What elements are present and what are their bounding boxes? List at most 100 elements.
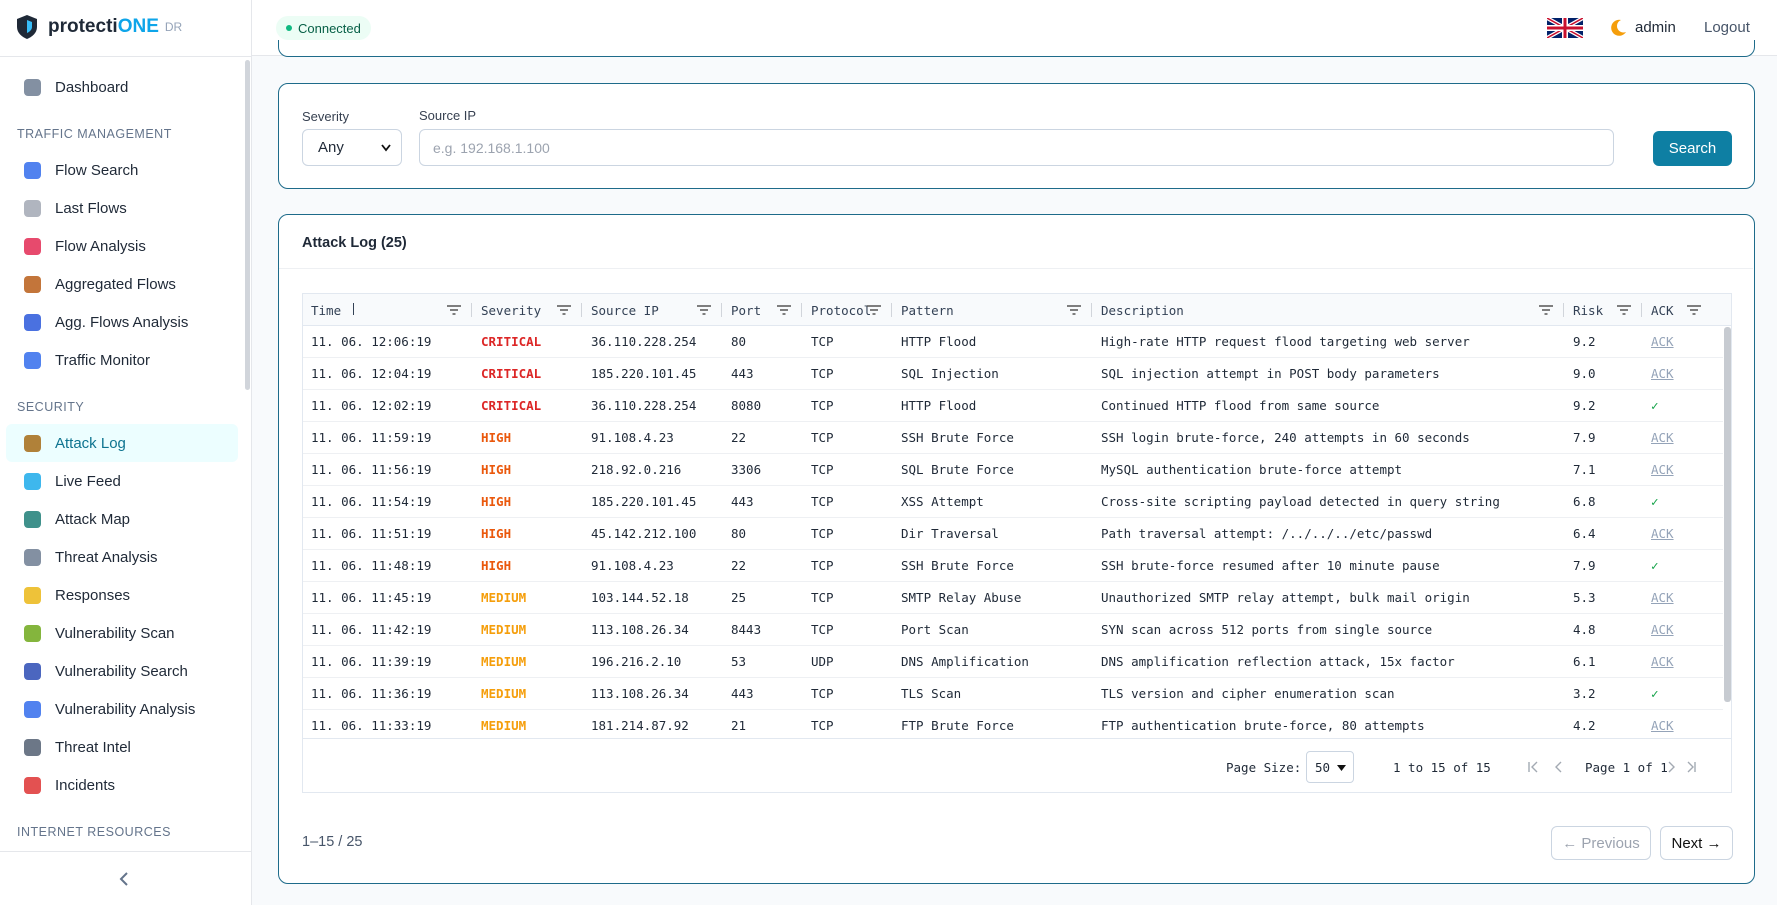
cell-ack[interactable]: ACK (1651, 462, 1674, 477)
cell-ack[interactable]: ACK (1651, 430, 1674, 445)
nav-item[interactable]: Incidents (6, 766, 238, 804)
cell-ack[interactable]: ACK (1651, 718, 1674, 733)
table-row: 11. 06. 11:48:19 HIGH 91.108.4.23 22 TCP SSH … (303, 550, 1723, 582)
filter-icon[interactable] (1617, 305, 1631, 315)
nav-item[interactable]: Vulnerability Analysis (6, 690, 238, 728)
sort-icon (353, 303, 354, 315)
cell-ack[interactable]: ✓ (1651, 494, 1659, 509)
cell-time: 11. 06. 11:39:19 (311, 654, 432, 669)
cell-risk: 6.1 (1573, 654, 1596, 669)
filter-icon[interactable] (557, 305, 571, 315)
filter-card: Severity Any Source IP e.g. 192.168.1.10… (278, 83, 1755, 189)
nav-item[interactable]: Threat Analysis (6, 538, 238, 576)
cell-protocol: UDP (811, 654, 834, 669)
previous[interactable]: ← Previous (1551, 826, 1651, 860)
cell-port: 3306 (731, 462, 762, 477)
collapse[interactable] (0, 851, 252, 905)
filter-icon[interactable] (777, 305, 791, 315)
status-text: Connected (298, 20, 361, 36)
column-divider (1563, 303, 1564, 317)
cell-pattern: TLS Scan (901, 686, 962, 701)
cell-ip: 196.216.2.10 (591, 654, 682, 669)
filter-icon[interactable] (867, 305, 881, 315)
cell-ack[interactable]: ACK (1651, 622, 1674, 637)
cell-ack[interactable]: ACK (1651, 334, 1674, 349)
filter-icon[interactable] (697, 305, 711, 315)
theme-toggle[interactable] (1608, 18, 1628, 38)
nav-icon (24, 586, 41, 604)
section-title: SECURITY (17, 400, 85, 414)
ip-label: Source IP (419, 108, 477, 123)
cell-ack[interactable]: ACK (1651, 526, 1674, 541)
cell-time: 11. 06. 12:04:19 (311, 366, 432, 381)
table-row: 11. 06. 12:06:19 CRITICAL 36.110.228.254 80… (303, 326, 1723, 358)
cell-port: 22 (731, 430, 747, 445)
nav-label: Vulnerability Search (55, 662, 188, 680)
nav-item[interactable]: Vulnerability Scan (6, 614, 238, 652)
cell-ack[interactable]: ACK (1651, 654, 1674, 669)
nav-item[interactable]: Dashboard (6, 68, 238, 106)
range: 1 to 15 of 15 (1393, 760, 1491, 775)
cell-severity: CRITICAL (481, 398, 542, 413)
cell-risk: 9.0 (1573, 366, 1596, 381)
ip-input[interactable]: e.g. 192.168.1.100 (419, 129, 1614, 166)
logout[interactable]: Logout (1704, 19, 1750, 36)
cell-pattern: SSH Brute Force (901, 430, 1014, 445)
nav-item[interactable]: Attack Log (6, 424, 238, 462)
cell-ack[interactable]: ACK (1651, 590, 1674, 605)
table-row: 11. 06. 11:51:19 HIGH 45.142.212.100 80 TCP D… (303, 518, 1723, 550)
nav-icon (24, 78, 41, 96)
cell-risk: 9.2 (1573, 334, 1596, 349)
cell-severity: MEDIUM (481, 654, 527, 669)
flag[interactable] (1547, 18, 1583, 38)
nav-item[interactable]: Traffic Monitor (6, 341, 238, 379)
cell-time: 11. 06. 11:36:19 (311, 686, 432, 701)
nav-item[interactable]: Last Flows (6, 189, 238, 227)
cell-pattern: HTTP Flood (901, 398, 977, 413)
filter-icon[interactable] (1539, 305, 1553, 315)
nav-item[interactable]: Attack Map (6, 500, 238, 538)
severity-select[interactable]: Any (302, 129, 402, 166)
cell-ip: 185.220.101.45 (591, 494, 697, 509)
filter-icon[interactable] (1067, 305, 1081, 315)
cell-ack[interactable]: ✓ (1651, 686, 1659, 701)
table-row: 11. 06. 11:36:19 MEDIUM 113.108.26.34 443 TC… (303, 678, 1723, 710)
nav-label: Last Flows (55, 199, 127, 217)
filter-icon[interactable] (1687, 305, 1701, 315)
nav-icon (24, 313, 41, 331)
nav-item[interactable]: Agg. Flows Analysis (6, 303, 238, 341)
sidebar: protecti ONE DR Dashboard TRAFFIC MANAGEMEN… (0, 0, 252, 905)
nav-item[interactable]: Flow Analysis (6, 227, 238, 265)
next[interactable]: Next → (1660, 826, 1733, 860)
cell-risk: 5.3 (1573, 590, 1596, 605)
nav-item[interactable]: Vulnerability Search (6, 652, 238, 690)
pager-arrows[interactable] (1527, 760, 1697, 774)
nav-label: Flow Search (55, 161, 139, 179)
column-header: Time (311, 303, 342, 318)
page-size[interactable]: 50 (1306, 751, 1354, 783)
cell-port: 443 (731, 366, 754, 381)
table-row: 11. 06. 11:42:19 MEDIUM 113.108.26.34 8443 T… (303, 614, 1723, 646)
filter-icon[interactable] (447, 305, 461, 315)
data-grid: Time Severity Source IP Port Protocol Pattern… (302, 293, 1732, 793)
nav-item[interactable]: Aggregated Flows (6, 265, 238, 303)
nav-item[interactable]: Threat Intel (6, 728, 238, 766)
cell-protocol: TCP (811, 366, 834, 381)
nav-label: Threat Intel (55, 738, 131, 756)
cell-pattern: HTTP Flood (901, 334, 977, 349)
cell-protocol: TCP (811, 622, 834, 637)
cell-ack[interactable]: ✓ (1651, 398, 1659, 413)
nav-item[interactable]: Live Feed (6, 462, 238, 500)
ip-placeholder: e.g. 192.168.1.100 (433, 139, 550, 156)
cell-ip: 113.108.26.34 (591, 622, 689, 637)
cell-ip: 36.110.228.254 (591, 334, 697, 349)
cell-ack[interactable]: ACK (1651, 366, 1674, 381)
cell-pattern: Port Scan (901, 622, 969, 637)
cell-severity: MEDIUM (481, 622, 527, 637)
cell-ack[interactable]: ✓ (1651, 558, 1659, 573)
search-button[interactable]: Search (1653, 131, 1732, 166)
nav-item[interactable]: Flow Search (6, 151, 238, 189)
column-header: Source IP (591, 303, 659, 318)
nav-item[interactable]: Responses (6, 576, 238, 614)
logo (17, 15, 37, 39)
